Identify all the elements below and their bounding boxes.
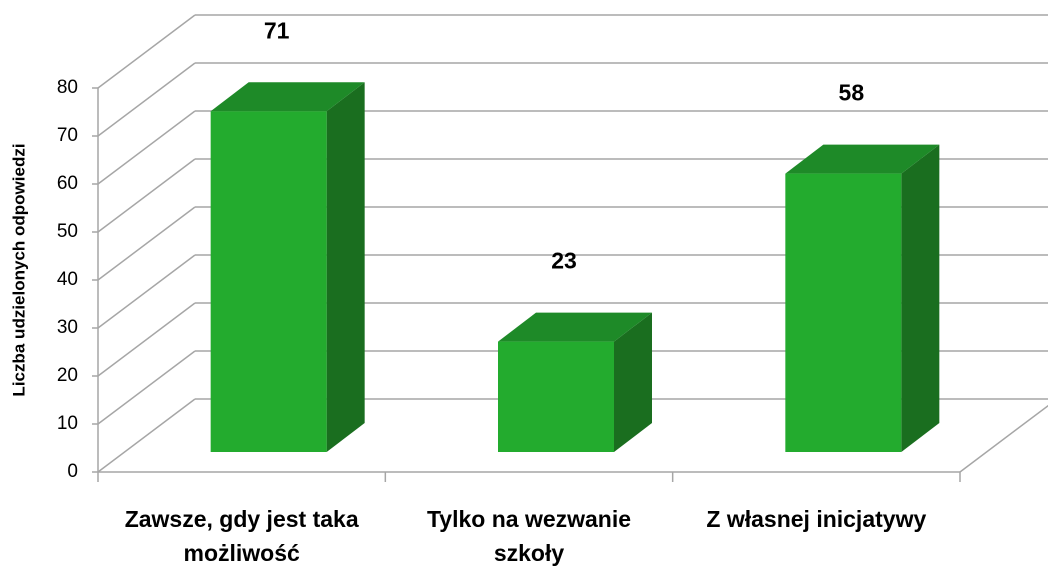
y-axis-label: Liczba udzielonych odpowiedzi	[9, 143, 28, 396]
bar	[785, 173, 902, 452]
y-tick-label: 10	[57, 413, 78, 434]
grid-line	[97, 206, 196, 281]
data-label: 23	[551, 248, 577, 274]
grid-line	[97, 302, 196, 377]
grid-line	[97, 254, 196, 329]
grid-line	[97, 62, 196, 137]
bar-side	[614, 312, 652, 452]
floor-edge	[959, 404, 1048, 473]
y-tick-label: 20	[57, 365, 78, 386]
bar	[498, 341, 614, 452]
grid-line	[97, 14, 196, 89]
bar	[210, 111, 327, 452]
y-tick-label: 30	[57, 317, 78, 338]
grid-line	[97, 158, 196, 233]
bar-top	[210, 82, 365, 112]
y-tick-label: 60	[57, 173, 78, 194]
y-tick-label: 40	[57, 269, 78, 290]
bar-top	[785, 144, 940, 174]
data-label: 71	[264, 17, 290, 43]
y-tick-label: 50	[57, 221, 78, 242]
bar-top	[498, 312, 652, 342]
x-tick-label: Z własnej inicjatywy	[706, 506, 927, 532]
y-tick-label: 80	[57, 77, 78, 98]
grid-line	[97, 350, 196, 425]
bar-side	[901, 144, 940, 452]
x-tick-label: Zawsze, gdy jest taka możliwość	[124, 506, 359, 566]
grid-line	[97, 398, 196, 473]
data-label: 58	[839, 80, 865, 106]
bar-side	[326, 82, 365, 452]
y-tick-label: 70	[57, 125, 78, 146]
x-tick-label: Tylko na wezwanie szkoły	[426, 506, 632, 566]
grid-line	[97, 110, 196, 185]
y-tick-label: 0	[67, 461, 78, 482]
